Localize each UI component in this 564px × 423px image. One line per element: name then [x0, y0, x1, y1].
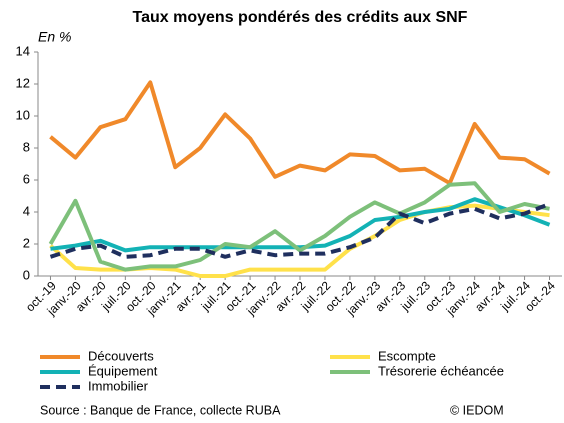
y-tick-label: 14 [16, 43, 30, 58]
credit: © IEDOM [450, 403, 504, 417]
y-tick-label: 2 [23, 235, 30, 250]
chart-title: Taux moyens pondérés des crédits aux SNF [133, 9, 468, 26]
series-line [49, 203, 550, 278]
legend-label: Immobilier [88, 378, 149, 393]
y-tick-label: 12 [16, 75, 30, 90]
series-line [48, 181, 550, 272]
series-line [50, 197, 551, 253]
series-line [49, 202, 551, 259]
source: Source : Banque de France, collecte RUBA [40, 403, 281, 417]
y-axis-label: En % [38, 29, 71, 45]
y-tick-label: 0 [23, 267, 30, 282]
series-line [49, 80, 551, 186]
y-tick-label: 6 [23, 171, 30, 186]
legend-label: Équipement [88, 363, 158, 378]
legend-label: Escompte [378, 348, 436, 363]
legend-label: Découverts [88, 348, 154, 363]
y-tick-label: 4 [23, 203, 30, 218]
y-tick-label: 10 [16, 107, 30, 122]
y-tick-label: 8 [23, 139, 30, 154]
legend-label: Trésorerie échéancée [378, 363, 504, 378]
